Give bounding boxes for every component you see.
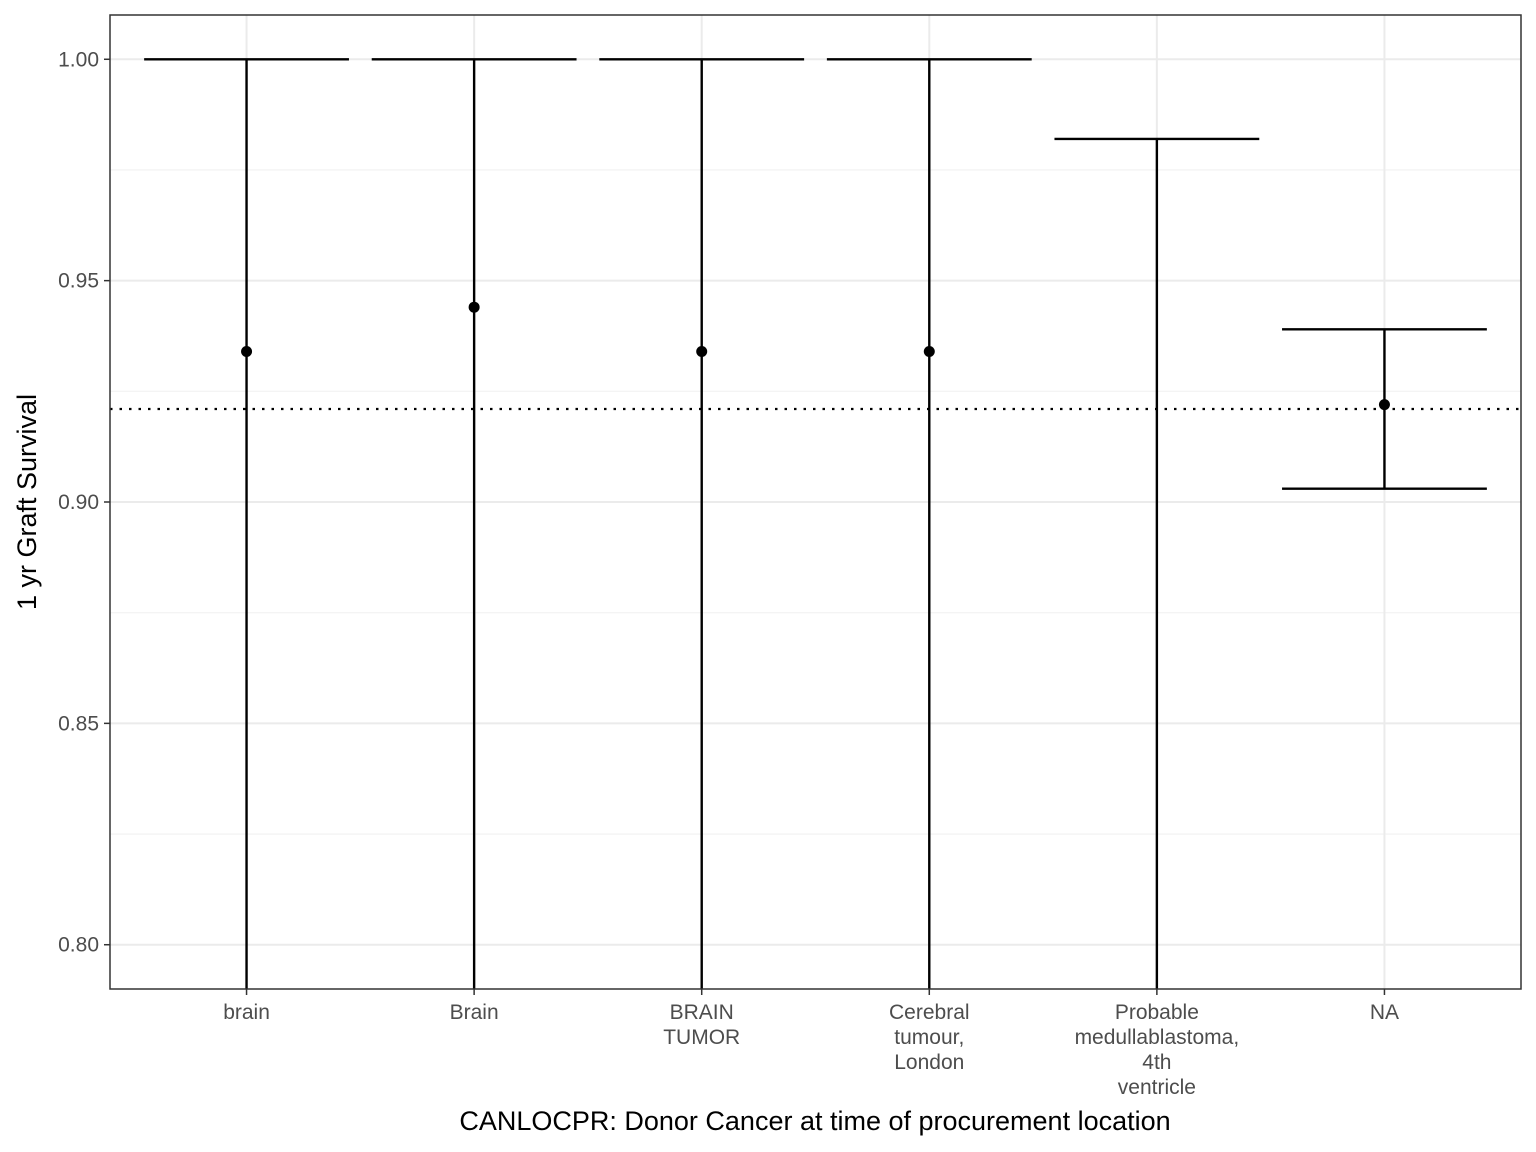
data-point	[923, 345, 935, 357]
y-axis: 0.80 0.85 0.90 0.95 1.00	[58, 48, 110, 957]
x-axis-title: CANLOCPR: Donor Cancer at time of procur…	[459, 1106, 1170, 1136]
x-tick-label-line: medullablastoma,	[1075, 1026, 1240, 1049]
data-marks	[110, 58, 1521, 989]
x-tick-label: brain	[223, 1001, 270, 1024]
x-tick-label-line: Probable	[1115, 1001, 1199, 1024]
data-point	[1378, 399, 1390, 411]
data-point	[468, 301, 480, 313]
x-tick-label-line: tumour,	[894, 1026, 964, 1049]
x-tick-label-line: NA	[1370, 1001, 1399, 1024]
y-axis-title: 1 yr Graft Survival	[12, 394, 42, 610]
x-tick-label-line: Brain	[450, 1001, 499, 1024]
y-tick-label: 0.80	[58, 934, 99, 957]
x-tick-label-line: London	[894, 1051, 964, 1074]
y-tick-label: 1.00	[58, 48, 99, 71]
x-tick-label: Probable medullablastoma, 4th ventricle	[1075, 1001, 1240, 1099]
grid-minor	[110, 169, 1521, 835]
x-tick-label-line: TUMOR	[663, 1026, 740, 1049]
x-tick-label: NA	[1370, 1001, 1399, 1024]
x-tick-label-line: brain	[223, 1001, 270, 1024]
x-tick-label-line: Cerebral	[889, 1001, 970, 1024]
data-point	[696, 345, 708, 357]
x-tick-label: Cerebral tumour, London	[889, 1001, 970, 1074]
x-tick-label-line: ventricle	[1118, 1076, 1196, 1099]
y-tick-label: 0.90	[58, 491, 99, 514]
x-axis: brain Brain BRAIN TUMOR Cerebral tumour, Londo…	[223, 989, 1399, 1099]
x-tick-label: BRAIN TUMOR	[663, 1001, 740, 1049]
x-tick-label-line: BRAIN	[670, 1001, 734, 1024]
y-tick-label: 0.85	[58, 712, 99, 735]
x-tick-label: Brain	[450, 1001, 499, 1024]
y-tick-label: 0.95	[58, 270, 99, 293]
x-tick-label-line: 4th	[1142, 1051, 1171, 1074]
data-point	[241, 345, 253, 357]
